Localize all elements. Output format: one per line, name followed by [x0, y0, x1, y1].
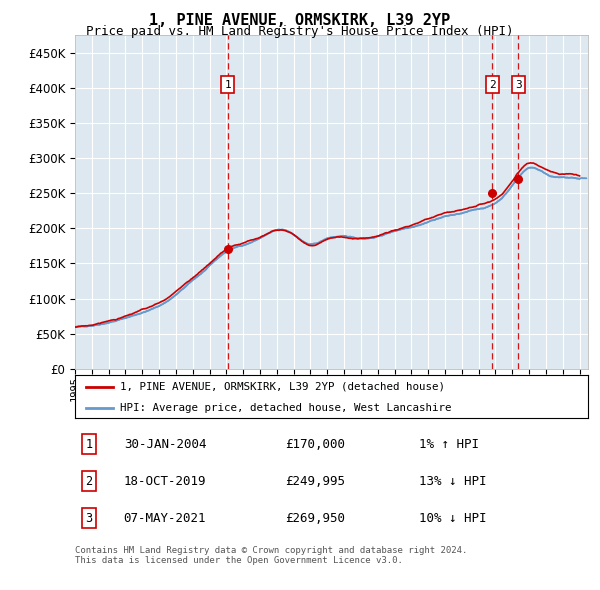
Text: 1, PINE AVENUE, ORMSKIRK, L39 2YP: 1, PINE AVENUE, ORMSKIRK, L39 2YP [149, 13, 451, 28]
Text: 1: 1 [85, 438, 92, 451]
Text: 1: 1 [224, 80, 231, 90]
Text: 2: 2 [489, 80, 496, 90]
Text: 3: 3 [515, 80, 521, 90]
Text: 10% ↓ HPI: 10% ↓ HPI [419, 512, 486, 525]
Text: Price paid vs. HM Land Registry's House Price Index (HPI): Price paid vs. HM Land Registry's House … [86, 25, 514, 38]
Text: HPI: Average price, detached house, West Lancashire: HPI: Average price, detached house, West… [120, 402, 452, 412]
Text: 07-MAY-2021: 07-MAY-2021 [124, 512, 206, 525]
Text: 18-OCT-2019: 18-OCT-2019 [124, 475, 206, 488]
Text: 3: 3 [85, 512, 92, 525]
Text: 1% ↑ HPI: 1% ↑ HPI [419, 438, 479, 451]
Text: £170,000: £170,000 [286, 438, 346, 451]
Text: 30-JAN-2004: 30-JAN-2004 [124, 438, 206, 451]
Text: Contains HM Land Registry data © Crown copyright and database right 2024.: Contains HM Land Registry data © Crown c… [75, 546, 467, 555]
Text: 13% ↓ HPI: 13% ↓ HPI [419, 475, 486, 488]
Text: £249,995: £249,995 [286, 475, 346, 488]
Text: 2: 2 [85, 475, 92, 488]
Text: This data is licensed under the Open Government Licence v3.0.: This data is licensed under the Open Gov… [75, 556, 403, 565]
Text: 1, PINE AVENUE, ORMSKIRK, L39 2YP (detached house): 1, PINE AVENUE, ORMSKIRK, L39 2YP (detac… [120, 382, 445, 392]
Text: £269,950: £269,950 [286, 512, 346, 525]
